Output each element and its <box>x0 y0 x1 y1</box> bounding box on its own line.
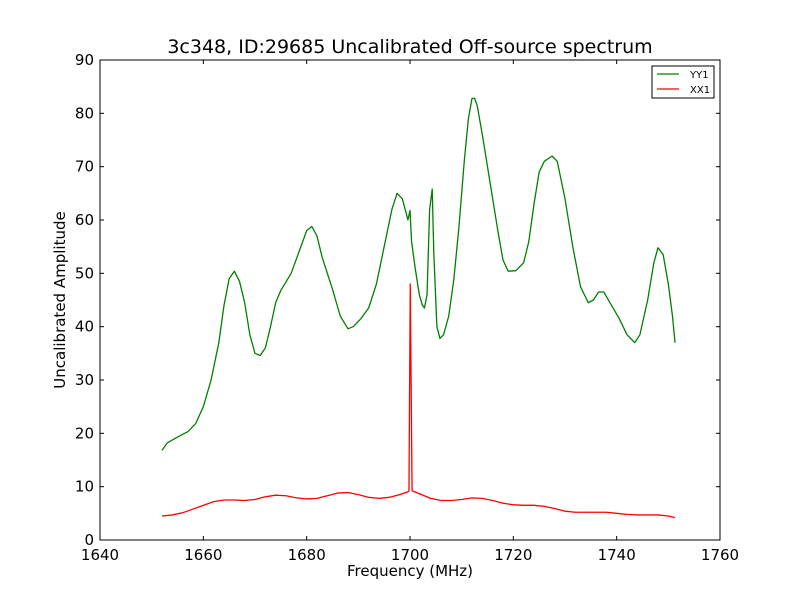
y-tick-label: 0 <box>84 531 94 549</box>
y-tick-label: 80 <box>75 104 94 122</box>
y-tick-label: 10 <box>75 478 94 496</box>
plot-area: 1640 1660 1680 1700 1720 1740 1760 0 10 20 30 40 50 6… <box>75 51 739 564</box>
x-tick-label: 1720 <box>494 546 532 564</box>
y-tick-label: 40 <box>75 318 94 336</box>
legend-label-yy1: YY1 <box>689 70 709 81</box>
series-line-xx1 <box>161 283 676 519</box>
y-tick-label: 20 <box>75 424 94 442</box>
x-tick-label: 1740 <box>598 546 636 564</box>
legend-box <box>651 65 715 99</box>
x-tick-label: 1660 <box>184 546 222 564</box>
series-lines <box>161 97 676 519</box>
x-tick-label: 1680 <box>288 546 326 564</box>
x-tick-label: 1760 <box>701 546 739 564</box>
y-tick-label: 30 <box>75 371 94 389</box>
x-tick-label: 1700 <box>391 546 429 564</box>
chart-title: 3c348, ID:29685 Uncalibrated Off-source … <box>167 36 652 58</box>
x-tick-label: 1640 <box>81 546 119 564</box>
series-line-yy1 <box>161 97 676 451</box>
y-tick-label: 50 <box>75 264 94 282</box>
y-tick-label: 90 <box>75 51 94 69</box>
legend: YY1 XX1 <box>651 65 715 99</box>
x-axis-label: Frequency (MHz) <box>347 562 473 580</box>
legend-label-xx1: XX1 <box>690 85 710 96</box>
y-tick-label: 70 <box>75 158 94 176</box>
y-tick-label: 60 <box>75 211 94 229</box>
axis-ticks: 1640 1660 1680 1700 1720 1740 1760 0 10 20 30 40 50 6… <box>75 51 739 564</box>
y-axis-label: Uncalibrated Amplitude <box>51 211 69 388</box>
